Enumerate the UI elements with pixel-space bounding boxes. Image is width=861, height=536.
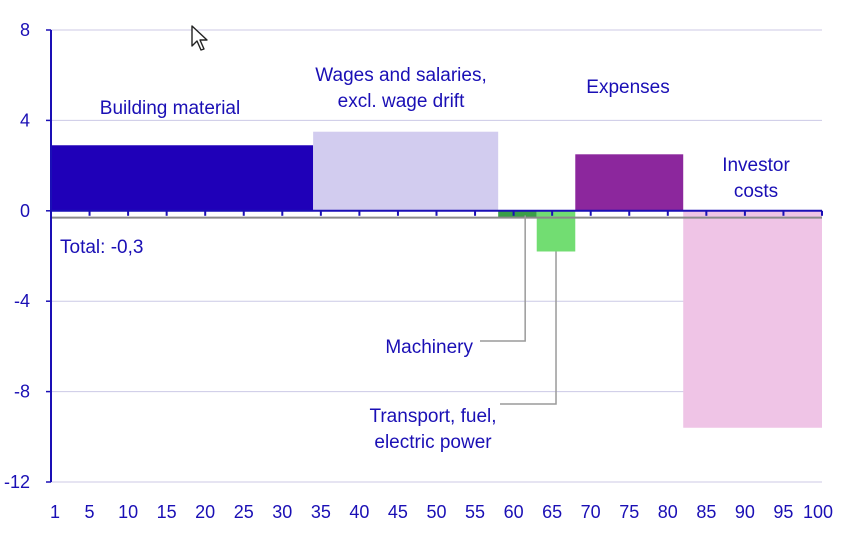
y-tick-labels: 8 4 0 -4 -8 -12 [4,20,30,492]
x-tick-label: 40 [349,502,369,522]
y-tick-label: -12 [4,472,30,492]
x-tick-label: 20 [195,502,215,522]
x-tick-labels: 1 5 10 15 20 25 30 35 40 45 50 55 60 65 70 75 80 85 90 95 10… [50,502,833,522]
label-wages-line1: Wages and salaries, [315,65,486,86]
bar-building-material [51,145,314,211]
x-tick-label: 100 [803,502,833,522]
leader-machinery [480,215,526,342]
label-expenses: Expenses [586,77,669,98]
x-tick-label: 85 [696,502,716,522]
label-machinery: Machinery [385,337,473,358]
x-tick-label: 50 [426,502,446,522]
x-tick-label: 70 [581,502,601,522]
bar-machinery [498,210,537,218]
bars [51,131,822,428]
x-tick-label: 25 [234,502,254,522]
y-tick-label: -8 [14,382,30,402]
label-building-material: Building material [100,98,240,119]
leader-lines [480,215,557,405]
y-tick-label: 8 [20,20,30,40]
label-wages-line2: excl. wage drift [338,91,465,112]
y-tick-label: -4 [14,291,30,311]
label-investor-line1: Investor [722,155,790,176]
x-tick-label: 5 [85,502,95,522]
x-tick-label: 65 [542,502,562,522]
bar-expenses [575,154,684,211]
x-tick-label: 1 [50,502,60,522]
x-tick-label: 75 [619,502,639,522]
x-tick-label: 80 [658,502,678,522]
x-tick-label: 90 [735,502,755,522]
x-tick-label: 55 [465,502,485,522]
label-transport-line1: Transport, fuel, [369,406,496,427]
x-tick-label: 45 [388,502,408,522]
label-transport-line2: electric power [374,432,492,453]
x-tick-label: 35 [311,502,331,522]
bar-wages-and-salaries-excl-wage-drift [313,131,499,211]
x-tick-label: 95 [773,502,793,522]
mouse-pointer-icon [191,25,208,51]
x-tick-label: 60 [504,502,524,522]
axes [46,29,823,483]
bar-investor-costs [683,210,822,428]
label-investor-line2: costs [734,181,778,202]
x-tick-label: 10 [118,502,138,522]
x-tick-label: 30 [272,502,292,522]
y-tick-label: 0 [20,201,30,221]
x-tick-label: 15 [157,502,177,522]
label-total: Total: -0,3 [60,237,143,258]
leader-transport [500,251,557,405]
y-tick-label: 4 [20,110,30,130]
